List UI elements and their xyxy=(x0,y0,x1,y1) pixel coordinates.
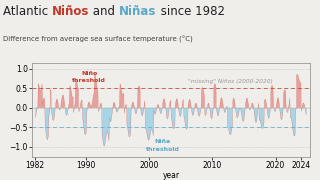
Text: Niños: Niños xyxy=(52,5,90,18)
Text: and: and xyxy=(90,5,119,18)
Text: Niño: Niño xyxy=(81,71,97,76)
Text: "missing" Niños (2000-2020): "missing" Niños (2000-2020) xyxy=(188,79,273,84)
Text: since 1982: since 1982 xyxy=(156,5,225,18)
Text: Niñas: Niñas xyxy=(119,5,156,18)
Text: Atlantic: Atlantic xyxy=(3,5,52,18)
Text: Difference from average sea surface temperature (°C): Difference from average sea surface temp… xyxy=(3,36,193,43)
Text: threshold: threshold xyxy=(72,78,106,83)
Text: threshold: threshold xyxy=(146,147,180,152)
X-axis label: year: year xyxy=(163,171,180,180)
Text: Niña: Niña xyxy=(155,139,171,144)
